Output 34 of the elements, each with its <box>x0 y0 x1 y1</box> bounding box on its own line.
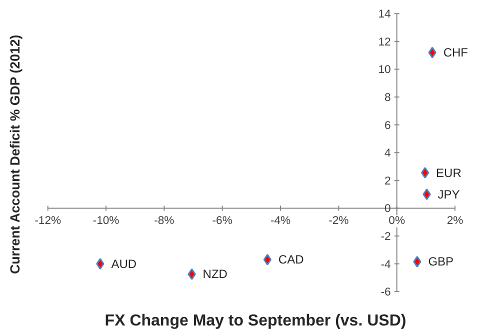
y-tick-label: -4 <box>380 258 391 271</box>
point <box>428 46 436 58</box>
point <box>422 188 431 200</box>
x-tick-label: -12% <box>34 215 62 228</box>
x-tick-label: 0% <box>388 215 406 228</box>
y-tick-label: 4 <box>384 148 391 160</box>
x-tick-label: -10% <box>92 215 120 228</box>
point <box>188 268 196 280</box>
y-tick-label: 6 <box>384 120 391 132</box>
y-axis-title: Current Account Deficit % GDP (2012) <box>8 34 22 274</box>
x-tick-label: -8% <box>154 215 174 228</box>
x-tick-label: -6% <box>212 215 232 228</box>
x-axis-title: FX Change May to September (vs. USD) <box>104 312 406 330</box>
y-tick-label: 14 <box>378 8 391 21</box>
point <box>96 258 104 270</box>
x-tick-label: -2% <box>328 215 349 228</box>
x-tick-label: -4% <box>270 215 291 228</box>
y-tick-label: 8 <box>384 92 391 104</box>
y-tick-label: 10 <box>378 64 391 76</box>
y-tick-label: -2 <box>380 231 391 244</box>
point <box>420 167 430 179</box>
y-tick-label: 12 <box>378 36 391 48</box>
annotation: NZD <box>202 267 228 282</box>
annotation: CHF <box>443 46 468 60</box>
annotation: AUD <box>111 256 137 271</box>
annotation: CAD <box>278 252 304 267</box>
x-tick-label: 2% <box>446 215 464 228</box>
annotation: JPY <box>438 187 460 202</box>
annotation: EUR <box>436 166 462 180</box>
annotation: GBP <box>428 254 454 269</box>
y-tick-label: -6 <box>380 286 391 299</box>
point <box>413 256 422 268</box>
y-tick-label: 2 <box>384 175 391 188</box>
point <box>263 254 272 266</box>
